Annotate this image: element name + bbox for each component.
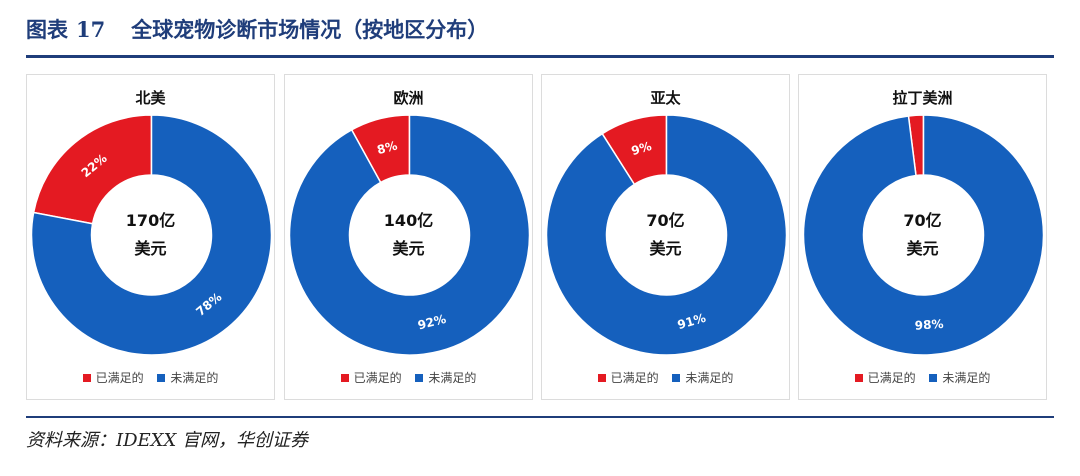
panel-latin-america: 拉丁美洲 98% 70亿 美元 已满足的 未满足的 bbox=[798, 74, 1047, 400]
figure-number: 17 bbox=[76, 17, 106, 42]
panel-title: 北美 bbox=[135, 89, 166, 107]
legend-swatch-met bbox=[854, 374, 863, 382]
panel-title: 亚太 bbox=[650, 89, 681, 107]
legend-swatch-met bbox=[597, 374, 606, 382]
slice-met bbox=[32, 114, 153, 225]
legend-label-met: 已满足的 bbox=[353, 371, 402, 385]
figure-title-text: 全球宠物诊断市场情况（按地区分布） bbox=[131, 17, 489, 42]
donut-chart: 8% 92% bbox=[288, 114, 531, 356]
legend-label-unmet: 未满足的 bbox=[170, 371, 219, 385]
market-size-unit: 美元 bbox=[392, 239, 425, 258]
slice-unmet bbox=[288, 114, 531, 356]
legend-swatch-met bbox=[82, 374, 91, 382]
market-size-unit: 美元 bbox=[134, 239, 167, 258]
market-size-unit: 美元 bbox=[906, 239, 939, 258]
market-size-value: 170亿 bbox=[125, 211, 176, 230]
data-label-slice-met: 8% bbox=[376, 139, 399, 158]
panel-title: 欧洲 bbox=[393, 89, 424, 107]
source-note: 资料来源：IDEXX 官网，华创证券 bbox=[26, 430, 309, 451]
legend-item-met: 已满足的 bbox=[82, 369, 144, 386]
panel-asia-pacific: 亚太 9% 91% 70亿 美元 已满足的 未满足的 bbox=[541, 74, 790, 400]
slice-unmet bbox=[545, 114, 788, 356]
legend-label-met: 已满足的 bbox=[867, 371, 916, 385]
figure-label: 图表 bbox=[26, 17, 68, 42]
legend-label-unmet: 未满足的 bbox=[428, 371, 477, 385]
panel-europe: 欧洲 8% 92% 140亿 美元 已满足的 未满足的 bbox=[284, 74, 533, 400]
legend-swatch-unmet bbox=[672, 374, 681, 382]
market-size-unit: 美元 bbox=[649, 239, 682, 258]
market-size-value: 70亿 bbox=[646, 211, 685, 230]
data-label-slice-met: 9% bbox=[630, 139, 653, 158]
legend-swatch-unmet bbox=[415, 374, 424, 382]
legend: 已满足的 未满足的 bbox=[542, 369, 789, 386]
legend: 已满足的 未满足的 bbox=[799, 369, 1046, 386]
donut-chart: 9%91% bbox=[545, 114, 788, 356]
legend-swatch-met bbox=[340, 374, 349, 382]
donut-chart: 22%78% bbox=[30, 114, 273, 356]
legend: 已满足的 未满足的 bbox=[27, 369, 274, 386]
legend-label-unmet: 未满足的 bbox=[942, 371, 991, 385]
title-rule bbox=[26, 55, 1054, 58]
legend-item-met: 已满足的 bbox=[340, 369, 402, 386]
legend-item-unmet: 未满足的 bbox=[929, 369, 990, 386]
source-rule bbox=[26, 416, 1054, 418]
legend-item-met: 已满足的 bbox=[854, 369, 916, 386]
market-size-value: 70亿 bbox=[903, 211, 942, 230]
legend-item-unmet: 未满足的 bbox=[415, 369, 476, 386]
market-size-value: 140亿 bbox=[383, 211, 434, 230]
legend-item-unmet: 未满足的 bbox=[672, 369, 733, 386]
figure-title: 图表 17 全球宠物诊断市场情况（按地区分布） bbox=[26, 14, 488, 44]
legend-label-unmet: 未满足的 bbox=[685, 371, 734, 385]
panel-north-america: 北美 22% 78% 170亿 美元 已满足的 未满足的 bbox=[26, 74, 275, 400]
legend-item-met: 已满足的 bbox=[597, 369, 659, 386]
donut-chart: 98% bbox=[802, 114, 1045, 356]
legend: 已满足的 未满足的 bbox=[285, 369, 532, 386]
legend-swatch-unmet bbox=[929, 374, 938, 382]
data-label-slice-unmet: 92% bbox=[416, 312, 447, 333]
panel-title: 拉丁美洲 bbox=[892, 89, 953, 107]
slice-unmet bbox=[802, 114, 1045, 356]
chart-panels: 北美 22% 78% 170亿 美元 已满足的 未满足的 欧洲 8% 92% 140… bbox=[26, 74, 1056, 401]
legend-label-met: 已满足的 bbox=[95, 371, 144, 385]
legend-swatch-unmet bbox=[157, 374, 166, 382]
data-label-slice-unmet: 98% bbox=[914, 317, 944, 333]
slice-unmet bbox=[30, 114, 273, 356]
legend-item-unmet: 未满足的 bbox=[157, 369, 218, 386]
legend-label-met: 已满足的 bbox=[610, 371, 659, 385]
